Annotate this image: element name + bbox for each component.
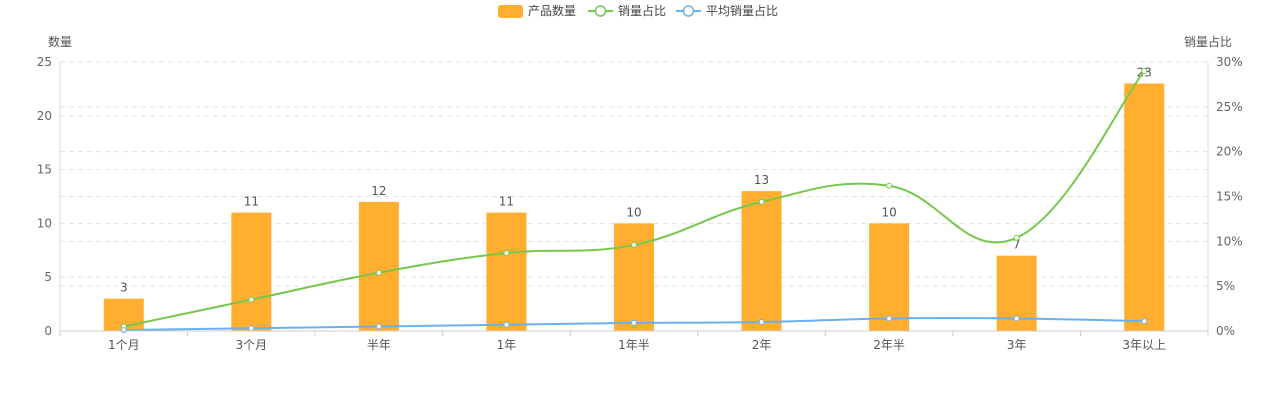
line-point [1013,315,1020,322]
line-point [1141,318,1148,325]
left-axis-ticks: 0 5 10 15 20 25 [37,55,52,338]
bar-value-label: 3 [120,281,128,295]
line-point [886,182,893,189]
legend-label: 销量占比 [618,3,666,18]
legend-item[interactable]: 产品数量 [498,3,576,18]
right-tick-label: 15% [1216,190,1243,204]
right-tick-label: 25% [1216,100,1243,114]
line-point [503,249,510,256]
line-point [248,296,255,303]
bar [869,223,910,331]
right-tick-label: 30% [1216,55,1243,69]
right-tick-label: 10% [1216,234,1243,248]
line-point [758,319,765,326]
legend-item[interactable]: 销量占比 [588,3,666,18]
line-point [375,323,382,330]
bar-value-label: 10 [881,205,896,219]
x-tick-label: 2年 [752,338,772,352]
line-point [886,315,893,322]
line-point [375,269,382,276]
x-tick-label: 3个月 [236,338,268,352]
left-tick-label: 5 [44,270,52,284]
left-tick-label: 25 [37,55,52,69]
right-axis-ticks: 0% 5% 10% 15% 20% 25% 30% [1216,55,1243,338]
bar-value-label: 11 [244,195,259,209]
right-axis-title: 销量占比 [1184,34,1232,49]
line-point [120,327,127,334]
legend-label: 产品数量 [528,3,576,18]
legend-item[interactable]: 平均销量占比 [676,3,778,18]
left-tick-label: 15 [37,163,52,177]
bar [741,191,782,331]
x-tick-label: 半年 [367,338,391,352]
line-point [248,325,255,332]
left-tick-label: 10 [37,216,52,230]
line-point [631,241,637,248]
line-point [1141,67,1148,74]
legend-bar-swatch [498,5,523,18]
line-series [120,67,1148,334]
line-point [758,198,765,205]
x-tick-label: 3年 [1007,338,1027,352]
right-tick-label: 20% [1216,145,1243,159]
bar [231,212,272,331]
bar-value-label: 13 [754,173,769,187]
x-tick-label: 3年以上 [1122,338,1166,352]
legend-line-marker [594,5,607,17]
x-tick-label: 1年 [497,338,517,352]
left-axis-title: 数量 [48,34,72,49]
line-point [1013,234,1020,241]
bar-value-label: 12 [371,184,386,198]
line-point [503,321,510,328]
legend-label: 平均销量占比 [706,3,778,18]
x-tick-label: 1年半 [618,338,650,352]
line-path [123,70,1146,328]
legend: 产品数量 销量占比 平均销量占比 [498,3,778,18]
line-point [631,319,637,326]
bar-value-label: 11 [499,195,514,209]
bar-series [103,83,1165,332]
bar-data-labels: 3111211101310723 [120,66,1152,295]
left-tick-label: 20 [37,109,52,123]
bar [1124,83,1165,332]
right-tick-label: 5% [1216,279,1235,293]
bar-value-label: 7 [1013,238,1021,252]
x-tick-label: 1个月 [108,338,140,352]
left-tick-label: 0 [44,324,52,338]
legend-line-marker [682,5,695,17]
bar-value-label: 10 [626,205,641,219]
x-tick-label: 2年半 [873,338,905,352]
right-tick-label: 0% [1216,324,1235,338]
bar [358,201,399,331]
x-axis: 1个月 3个月 半年 1年 1年半 2年 2年半 3年 3年以上 [59,330,1209,352]
bar [486,212,527,331]
bar [614,223,654,331]
